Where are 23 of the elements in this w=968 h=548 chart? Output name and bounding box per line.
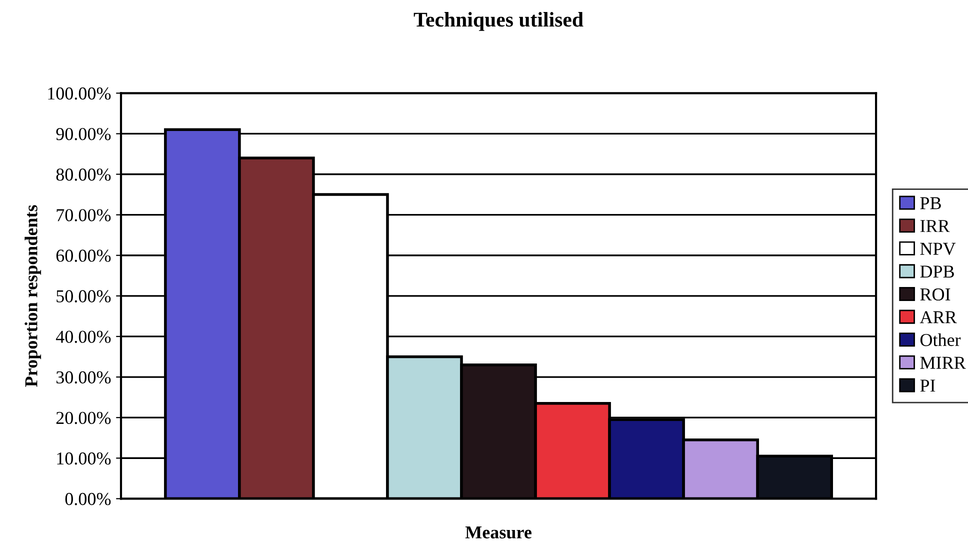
y-tick-label: 20.00% (56, 412, 111, 424)
y-tick-label: 100.00% (48, 87, 111, 100)
legend-label: IRR (920, 220, 950, 232)
legend-label: MIRR (920, 356, 966, 369)
legend-label: PI (920, 380, 936, 392)
y-tick-label: 40.00% (56, 330, 111, 343)
y-tick-label: 70.00% (56, 209, 111, 222)
y-axis-title: Proportion respondents (24, 205, 42, 387)
y-tick-label: 30.00% (56, 371, 111, 384)
chart-title: Techniques utilised (414, 12, 584, 31)
y-tick-label: 0.00% (65, 492, 111, 506)
legend-label: ARR (920, 311, 957, 324)
y-tick-label: 50.00% (56, 290, 111, 302)
legend-label: Other (920, 333, 961, 346)
legend-label: NPV (920, 242, 956, 255)
legend-label: PB (920, 197, 941, 210)
y-tick-label: 80.00% (56, 168, 111, 181)
legend-label: ROI (920, 288, 950, 300)
y-tick-label: 10.00% (57, 452, 111, 465)
legend-label: DPB (920, 266, 954, 278)
x-axis-title: Measure (465, 526, 532, 539)
y-tick-label: 60.00% (56, 250, 111, 262)
y-tick-label: 90.00% (56, 128, 111, 140)
